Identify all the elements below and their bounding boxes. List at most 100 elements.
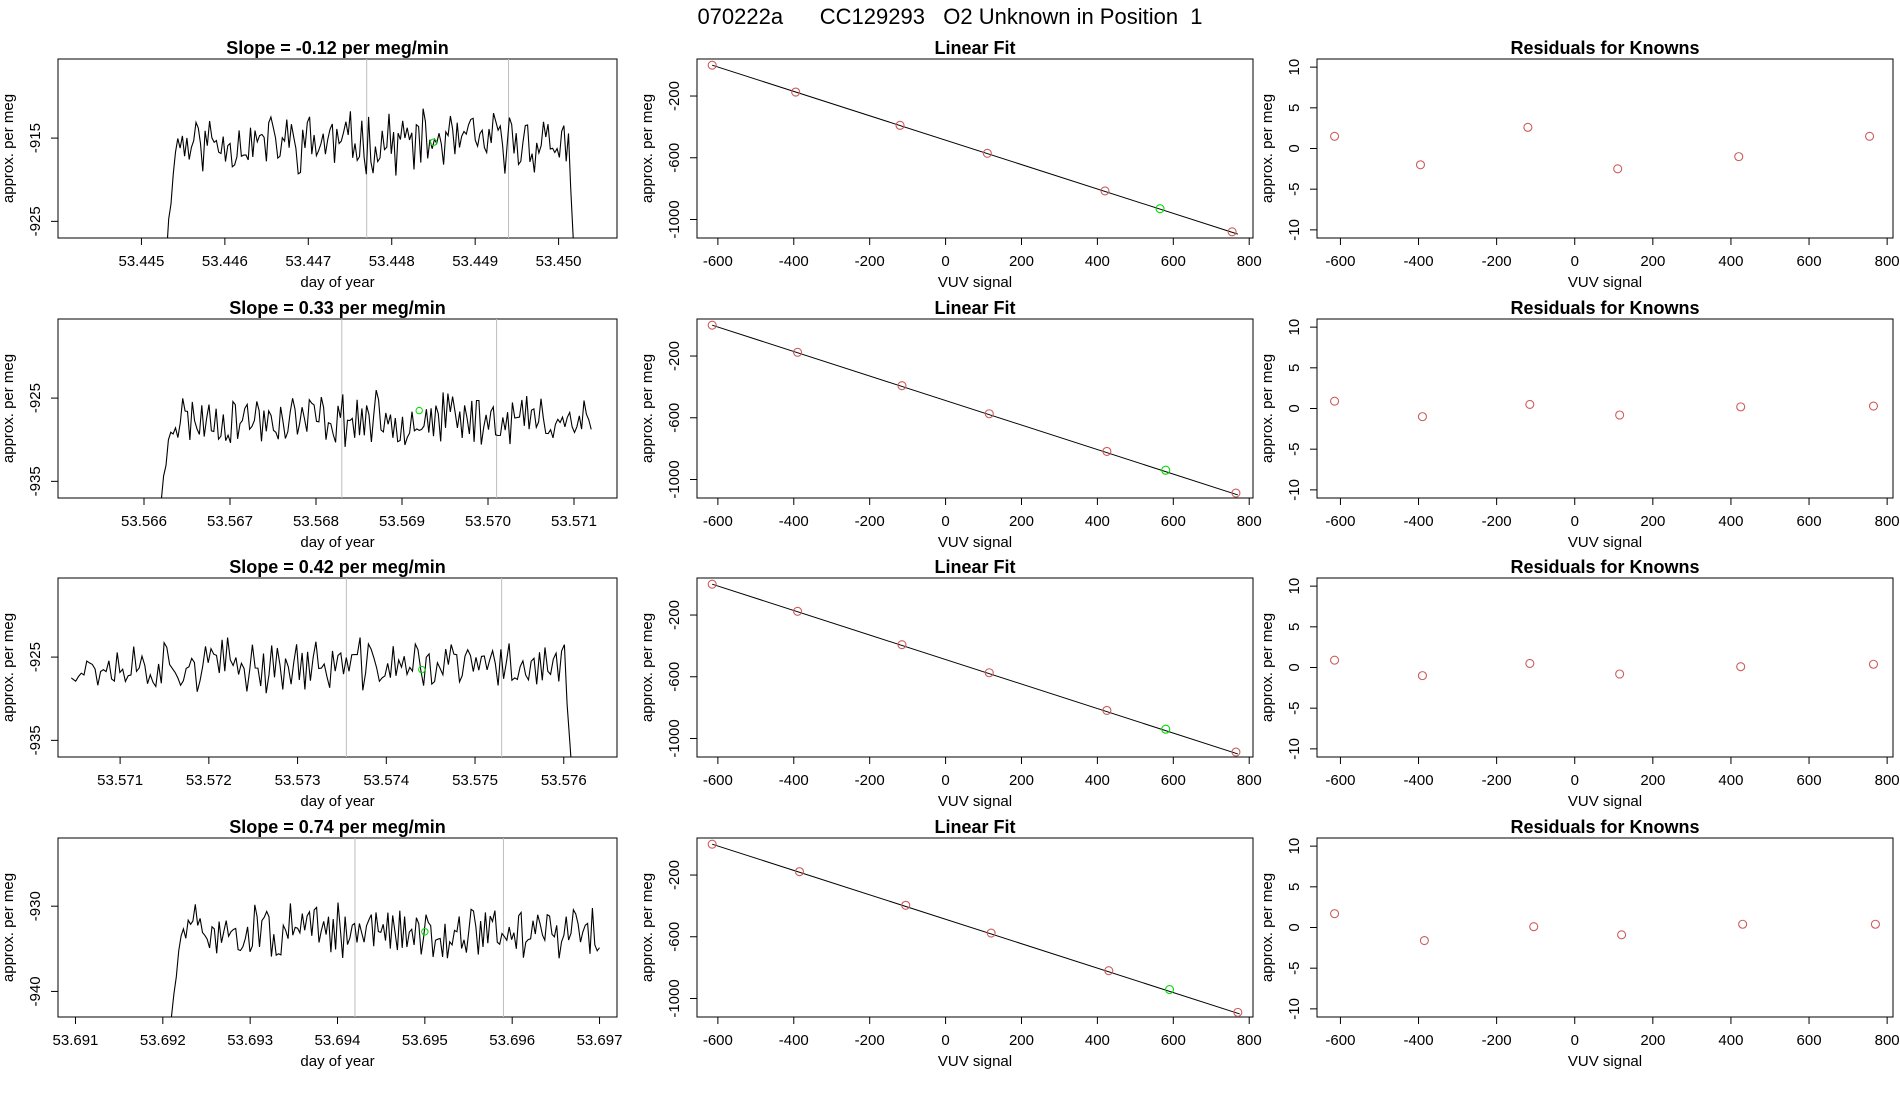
x-tick-label: -600 (1325, 1032, 1355, 1049)
known-point (707, 579, 717, 589)
unknown-point (1164, 984, 1175, 995)
plot-area (1330, 655, 1879, 681)
x-axis-label: VUV signal (938, 274, 1012, 291)
y-tick-label: -10 (1286, 738, 1303, 760)
known-point (1231, 747, 1241, 757)
panel-10: Slope = 0.74 per meg/min day of year appro… (0, 817, 622, 1070)
y-tick-label: -200 (666, 600, 683, 630)
known-point (1330, 909, 1340, 919)
known-point (1227, 227, 1237, 237)
y-tick-label: -10 (1286, 479, 1303, 501)
known-point (1102, 705, 1112, 715)
x-axis-label: VUV signal (938, 1053, 1012, 1070)
x-tick-label: -600 (703, 253, 733, 270)
x-tick-label: 600 (1797, 1032, 1822, 1049)
y-tick-label: -200 (666, 860, 683, 890)
y-tick-label: -935 (27, 725, 44, 755)
unknown-point (1155, 204, 1165, 214)
x-tick-label: 0 (1571, 772, 1579, 789)
panel-title: Residuals for Knowns (1510, 38, 1699, 58)
x-tick-label: 200 (1009, 772, 1034, 789)
known-point (1523, 122, 1533, 132)
panel-11: Linear Fit VUV signal approx. per meg -600 -… (639, 817, 1262, 1070)
plot-frame (696, 837, 1254, 1018)
panel-title: Linear Fit (934, 38, 1015, 58)
x-tick-label: -200 (1482, 1032, 1512, 1049)
y-axis-label: approx. per meg (0, 94, 17, 203)
plot-frame (57, 577, 618, 758)
fit-line (712, 64, 1238, 235)
y-axis-label: approx. per meg (639, 873, 656, 982)
y-tick-label: 5 (1286, 104, 1303, 112)
known-point (901, 900, 911, 910)
panel-6: Residuals for Knowns VUV signal approx. pe… (1259, 298, 1900, 551)
y-axis-label: approx. per meg (0, 354, 17, 463)
x-tick-label: 53.574 (363, 772, 409, 789)
y-axis-label: approx. per meg (639, 354, 656, 463)
panel-2: Linear Fit VUV signal approx. per meg -600 -… (639, 38, 1262, 291)
x-tick-label: 0 (941, 513, 949, 530)
y-tick-label: 0 (1286, 144, 1303, 152)
x-tick-label: 600 (1797, 513, 1822, 530)
y-tick-label: -600 (666, 922, 683, 952)
panel-3: Residuals for Knowns VUV signal approx. pe… (1259, 38, 1900, 291)
x-tick-label: 53.576 (541, 772, 587, 789)
y-tick-label: -10 (1286, 219, 1303, 241)
known-point (1868, 401, 1879, 411)
y-tick-label: -925 (27, 642, 44, 672)
x-axis-label: day of year (300, 1053, 374, 1070)
plot-area (1330, 122, 1875, 174)
x-axis-label: VUV signal (1568, 793, 1642, 810)
x-tick-label: 800 (1875, 513, 1900, 530)
y-tick-label: 5 (1286, 364, 1303, 372)
x-tick-label: 800 (1237, 772, 1262, 789)
x-tick-label: 200 (1640, 513, 1665, 530)
unknown-point (415, 406, 423, 415)
y-tick-label: -200 (666, 341, 683, 371)
panel-title: Linear Fit (934, 557, 1015, 577)
x-axis-label: VUV signal (1568, 534, 1642, 551)
plot-area (1330, 909, 1880, 946)
plot-area (160, 319, 592, 498)
x-tick-label: 0 (941, 1032, 949, 1049)
panel-title: Slope = 0.33 per meg/min (229, 298, 446, 318)
y-tick-label: 10 (1286, 838, 1303, 855)
x-tick-label: -200 (1482, 772, 1512, 789)
x-tick-label: 400 (1718, 513, 1743, 530)
y-axis-label: approx. per meg (0, 613, 17, 722)
panel-5: Linear Fit VUV signal approx. per meg -600 -… (639, 298, 1262, 551)
x-tick-label: 600 (1161, 513, 1186, 530)
x-tick-label: 800 (1875, 1032, 1900, 1049)
x-tick-label: -400 (779, 772, 809, 789)
x-axis-label: VUV signal (1568, 274, 1642, 291)
x-tick-label: -400 (1404, 253, 1434, 270)
x-axis-label: VUV signal (1568, 1053, 1642, 1070)
panel-9: Residuals for Knowns VUV signal approx. pe… (1259, 557, 1900, 810)
known-point (1233, 1007, 1243, 1017)
panel-title: Slope = 0.74 per meg/min (229, 817, 446, 837)
plot-area (1330, 396, 1879, 422)
figure-title: 070222a CC129293 O2 Unknown in Position … (697, 4, 1203, 29)
panel-title: Linear Fit (934, 817, 1015, 837)
x-tick-label: 53.449 (452, 253, 498, 270)
known-point (1870, 919, 1880, 929)
unknown-point (1161, 724, 1171, 734)
x-tick-label: 53.568 (293, 513, 339, 530)
plot-frame (57, 837, 618, 1018)
y-axis-label: approx. per meg (1259, 94, 1276, 203)
x-tick-label: 53.572 (186, 772, 232, 789)
x-axis-label: day of year (300, 274, 374, 291)
x-tick-label: 53.570 (465, 513, 511, 530)
x-tick-label: 0 (1571, 1032, 1579, 1049)
x-axis-label: VUV signal (938, 534, 1012, 551)
x-tick-label: -400 (779, 253, 809, 270)
x-tick-label: 53.691 (53, 1032, 99, 1049)
y-tick-label: -1000 (666, 200, 683, 238)
fit-line (712, 843, 1240, 1015)
known-point (1734, 152, 1744, 162)
fit-line (712, 324, 1238, 496)
plot-frame (1316, 837, 1894, 1018)
panel-title: Residuals for Knowns (1510, 817, 1699, 837)
x-tick-label: 53.448 (369, 253, 415, 270)
plot-area (70, 578, 572, 757)
